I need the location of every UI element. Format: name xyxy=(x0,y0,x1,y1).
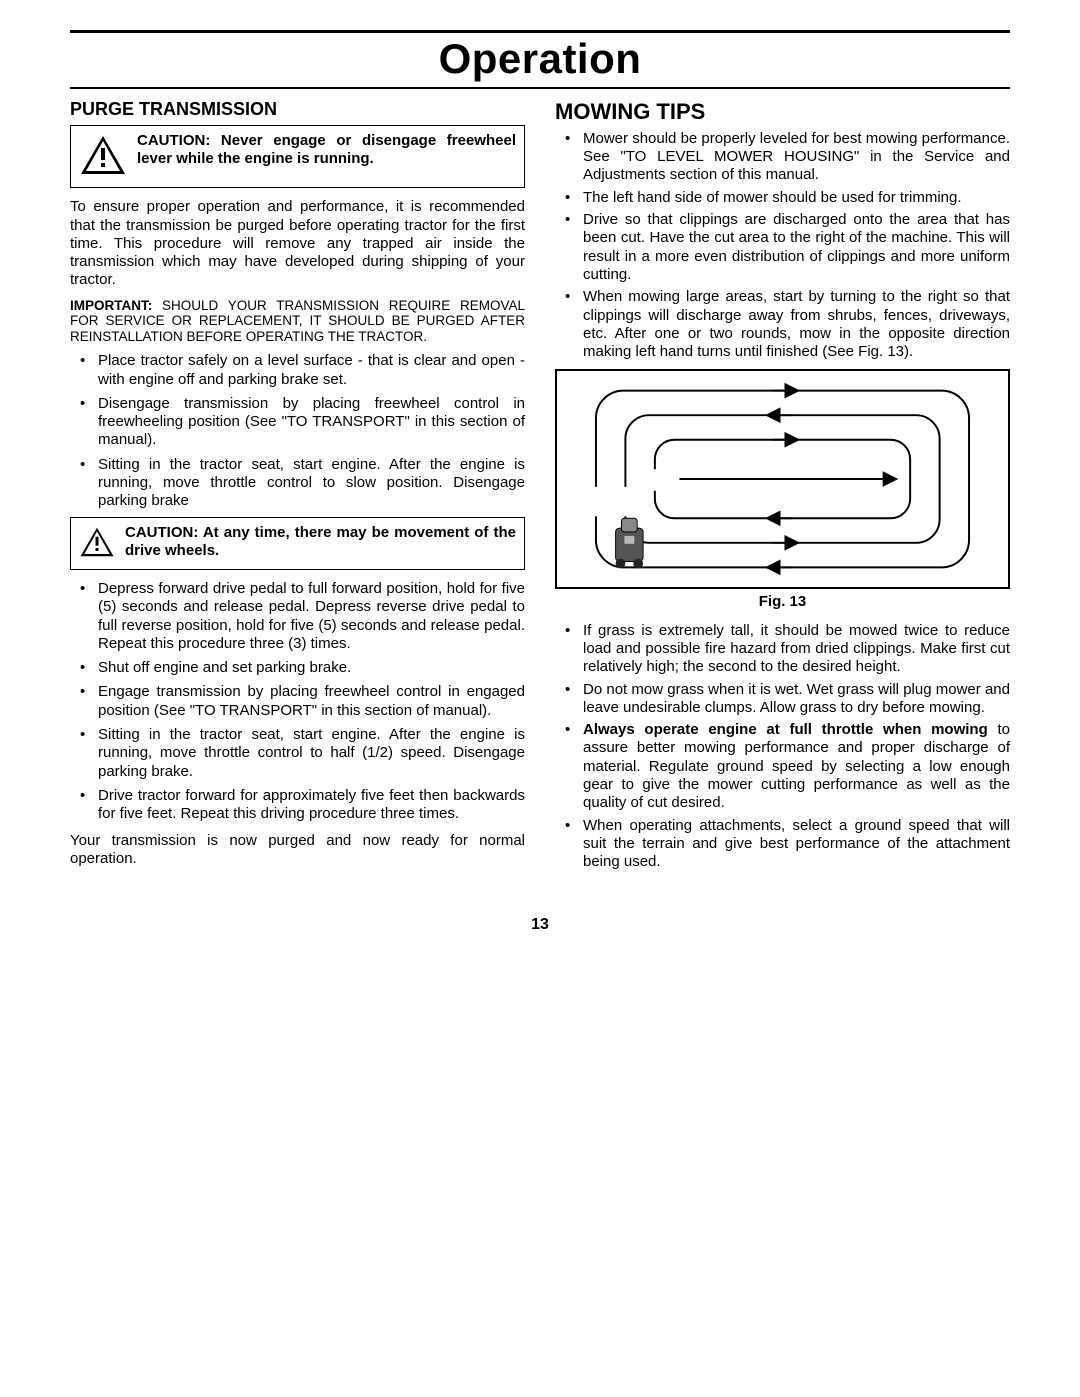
mowing-list-1: Mower should be properly leveled for bes… xyxy=(555,130,1010,362)
intro-paragraph: To ensure proper operation and performan… xyxy=(70,198,525,289)
list-item: The left hand side of mower should be us… xyxy=(583,189,1010,207)
important-note: IMPORTANT: SHOULD YOUR TRANSMISSION REQU… xyxy=(70,298,525,345)
warning-triangle-icon xyxy=(79,134,127,181)
list-item: Sitting in the tractor seat, start engin… xyxy=(98,726,525,781)
list-item: Drive tractor forward for approximately … xyxy=(98,787,525,824)
mowing-heading: MOWING TIPS xyxy=(555,99,1010,126)
caution-2-text: CAUTION: At any time, there may be movem… xyxy=(125,524,516,560)
page-title: Operation xyxy=(70,35,1010,83)
list-item: Always operate engine at full throttle w… xyxy=(583,721,1010,812)
outro-paragraph: Your transmission is now purged and now … xyxy=(70,832,525,869)
list-item: Sitting in the tractor seat, start engin… xyxy=(98,456,525,511)
caution-box-2: CAUTION: At any time, there may be movem… xyxy=(70,517,525,570)
top-rule xyxy=(70,30,1010,33)
content-columns: PURGE TRANSMISSION CAUTION: Never engage… xyxy=(70,99,1010,876)
list-item: If grass is extremely tall, it should be… xyxy=(583,622,1010,677)
figure-13 xyxy=(555,369,1010,589)
right-column: MOWING TIPS Mower should be properly lev… xyxy=(555,99,1010,876)
list-item: Drive so that clippings are discharged o… xyxy=(583,211,1010,284)
tractor-icon xyxy=(616,519,643,569)
left-column: PURGE TRANSMISSION CAUTION: Never engage… xyxy=(70,99,525,876)
list-item: Do not mow grass when it is wet. Wet gra… xyxy=(583,681,1010,718)
list-item: Engage transmission by placing freewheel… xyxy=(98,683,525,720)
list-item: When operating attachments, select a gro… xyxy=(583,817,1010,872)
important-label: IMPORTANT: xyxy=(70,298,152,313)
bold-phrase: Always operate engine at full throttle w… xyxy=(583,721,988,738)
list-item: When mowing large areas, start by turnin… xyxy=(583,288,1010,361)
list-item: Shut off engine and set parking brake. xyxy=(98,659,525,677)
warning-triangle-icon xyxy=(79,526,115,563)
purge-list-1: Place tractor safely on a level surface … xyxy=(70,352,525,510)
purge-list-2: Depress forward drive pedal to full forw… xyxy=(70,580,525,824)
mowing-list-2: If grass is extremely tall, it should be… xyxy=(555,622,1010,872)
list-item: Mower should be properly leveled for bes… xyxy=(583,130,1010,185)
caution-box-1: CAUTION: Never engage or disengage freew… xyxy=(70,125,525,188)
list-item: Disengage transmission by placing freewh… xyxy=(98,395,525,450)
caution-1-text: CAUTION: Never engage or disengage freew… xyxy=(137,132,516,168)
figure-caption: Fig. 13 xyxy=(555,593,1010,611)
title-underline xyxy=(70,87,1010,89)
list-item: Depress forward drive pedal to full forw… xyxy=(98,580,525,653)
purge-heading: PURGE TRANSMISSION xyxy=(70,99,525,121)
list-item: Place tractor safely on a level surface … xyxy=(98,352,525,389)
page-number: 13 xyxy=(70,916,1010,934)
